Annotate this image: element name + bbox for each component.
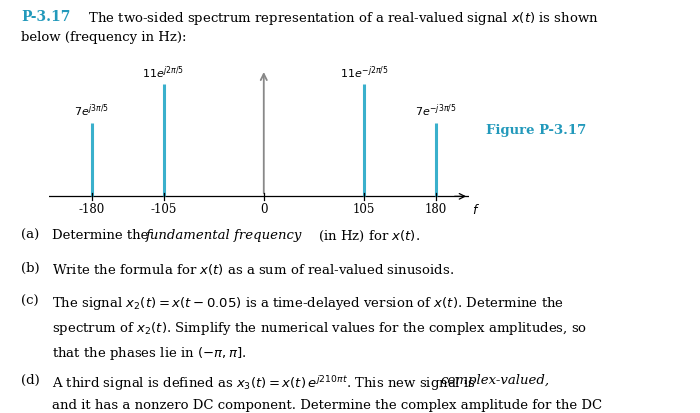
Text: $11e^{j2\pi/5}$: $11e^{j2\pi/5}$ [143, 65, 185, 81]
Text: spectrum of $x_2(t)$. Simplify the numerical values for the complex amplitudes, : spectrum of $x_2(t)$. Simplify the numer… [52, 320, 588, 337]
Text: (d): (d) [21, 374, 40, 387]
Text: A third signal is defined as $x_3(t) = x(t)\,e^{j210\pi t}$. This new signal is: A third signal is defined as $x_3(t) = x… [52, 374, 477, 393]
Text: and it has a nonzero DC component. Determine the complex amplitude for the DC: and it has a nonzero DC component. Deter… [52, 399, 603, 411]
Text: (c): (c) [21, 295, 38, 308]
Text: 0: 0 [260, 203, 267, 216]
Text: The signal $x_2(t) = x(t - 0.05)$ is a time-delayed version of $x(t)$. Determine: The signal $x_2(t) = x(t - 0.05)$ is a t… [52, 295, 564, 312]
Text: (in Hz) for $x(t)$.: (in Hz) for $x(t)$. [314, 229, 420, 244]
Text: fundamental frequency: fundamental frequency [146, 229, 302, 242]
Text: -180: -180 [79, 203, 105, 216]
Text: $11e^{-j2\pi/5}$: $11e^{-j2\pi/5}$ [340, 65, 389, 81]
Text: Determine the: Determine the [52, 229, 153, 242]
Text: P-3.17: P-3.17 [21, 10, 71, 24]
Text: 105: 105 [353, 203, 375, 216]
Text: $7e^{j3\pi/5}$: $7e^{j3\pi/5}$ [74, 103, 109, 119]
Text: The two-sided spectrum representation of a real-valued signal $x(t)$ is shown: The two-sided spectrum representation of… [80, 10, 599, 27]
Text: complex-valued,: complex-valued, [440, 374, 549, 387]
Text: $f$: $f$ [472, 203, 480, 217]
Text: (a): (a) [21, 229, 39, 242]
Text: Figure P-3.17: Figure P-3.17 [486, 123, 587, 137]
Text: that the phases lie in $(-\pi, \pi]$.: that the phases lie in $(-\pi, \pi]$. [52, 345, 247, 362]
Text: (b): (b) [21, 262, 40, 275]
Text: Write the formula for $x(t)$ as a sum of real-valued sinusoids.: Write the formula for $x(t)$ as a sum of… [52, 262, 455, 277]
Text: -105: -105 [150, 203, 176, 216]
Text: 180: 180 [424, 203, 447, 216]
Text: below (frequency in Hz):: below (frequency in Hz): [21, 31, 186, 44]
Text: $7e^{-j3\pi/5}$: $7e^{-j3\pi/5}$ [415, 103, 456, 119]
